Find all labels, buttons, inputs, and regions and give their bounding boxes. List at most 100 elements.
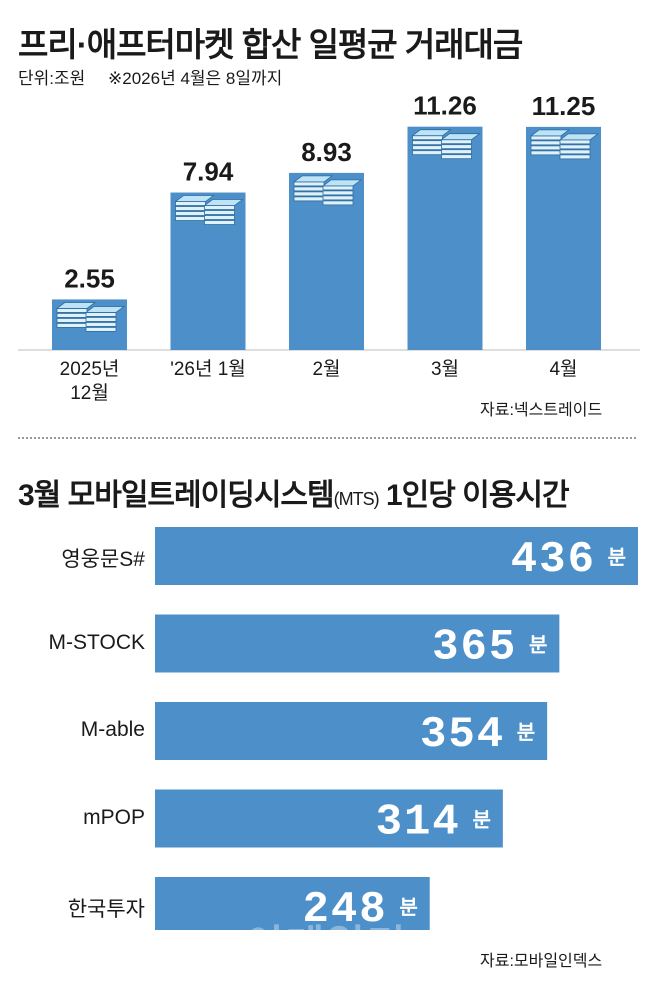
category-label: mPOP [83, 805, 145, 829]
hbar-value-label: 354 [420, 710, 505, 760]
hbar [155, 527, 638, 585]
money-stack-line [56, 308, 88, 313]
money-stack-top [84, 306, 126, 313]
category-label: 한국투자 [67, 898, 145, 921]
bar-group [289, 172, 364, 350]
money-stack-line [56, 323, 88, 328]
x-tick-label: 4월 [549, 359, 578, 380]
chart2-title: 3월 모바일트레이딩시스템(MTS) 1인당 이용시간 [18, 470, 570, 514]
money-stack-line [85, 327, 117, 332]
money-stack-line [322, 185, 354, 191]
footnote: ※2026년 4월은 8일까지 [108, 69, 283, 88]
x-tick-label: '26년 1월 [170, 359, 246, 380]
hbar [155, 702, 548, 760]
bar-value-label: 11.25 [532, 91, 596, 121]
money-stack-line [85, 317, 117, 322]
x-tick-label: 2025년 12월 [59, 359, 120, 404]
bar [526, 126, 601, 350]
money-stack-line [85, 312, 117, 317]
money-stack-line [559, 149, 591, 155]
money-stack-line [530, 150, 562, 156]
money-stack-top [203, 199, 244, 206]
bar-group [52, 299, 127, 350]
money-stack-top [55, 302, 97, 309]
hbar-value-label: 248 [303, 885, 388, 930]
unit-note: 단위:조원 [18, 69, 86, 88]
hbar-unit-label: 분 [399, 897, 417, 919]
money-stack-top [292, 175, 334, 183]
money-stack-line [530, 145, 562, 151]
money-stack-line [412, 135, 443, 141]
money-stack-line [559, 154, 591, 160]
category-label: M-STOCK [48, 630, 145, 654]
hbar-value-label: 436 [511, 535, 596, 585]
money-stack-line [559, 144, 591, 150]
money-stack-top [411, 129, 452, 137]
hbar-unit-label: 분 [517, 722, 535, 744]
money-stack-line [441, 149, 472, 155]
money-stack-line [293, 191, 325, 197]
hbar-value-label: 365 [432, 623, 517, 673]
bar-group [170, 192, 246, 350]
chart2-source: 자료:모바일인덱스 [480, 953, 603, 970]
money-stack-line [204, 205, 235, 210]
money-stack-line [293, 186, 325, 192]
hbar-unit-label: 분 [529, 635, 547, 657]
hbar [155, 614, 560, 673]
money-stack-line [175, 216, 206, 221]
money-stack-line [293, 196, 325, 202]
chart2-title-paren: (MTS) [333, 489, 380, 509]
money-stack-line [559, 139, 591, 145]
money-stack-line [204, 210, 235, 215]
money-stack-line [441, 154, 472, 160]
chart2-title-main: 3월 모바일트레이딩시스템 [18, 479, 335, 512]
money-stack-line [85, 322, 117, 327]
chart2-plot: 436 분 365 분 354 분 314 분 248 분 [155, 527, 638, 930]
money-stack-line [175, 211, 206, 216]
category-label: 영웅문S# [61, 548, 145, 571]
bar-value-label: 7.94 [183, 157, 234, 187]
money-stack-line [175, 206, 206, 211]
money-stack-top [321, 179, 363, 187]
hbar-value-label: 314 [376, 798, 461, 848]
money-stack-line [204, 220, 235, 225]
money-stack-line [322, 195, 354, 201]
money-stack-line [204, 215, 235, 220]
bar-group [407, 126, 483, 350]
money-stack-line [441, 139, 472, 145]
watermark: 이데일리 [245, 922, 408, 969]
money-stack-line [530, 140, 562, 146]
money-stack-top [440, 133, 481, 141]
category-label: M-able [80, 718, 145, 741]
section-divider [18, 437, 636, 439]
x-tick-label: 3월 [430, 359, 460, 380]
money-stack-line [175, 201, 206, 206]
bar [407, 126, 483, 350]
money-stack-line [56, 313, 88, 318]
chart1-title: 프리·애프터마켓 합산 일평균 거래대금 [18, 26, 523, 63]
money-stack-line [56, 318, 88, 323]
x-tick-label: 2월 [312, 359, 341, 380]
money-stack-top [529, 129, 571, 137]
hbar-unit-label: 분 [472, 810, 490, 832]
hbar [155, 877, 430, 930]
money-stack-line [412, 140, 443, 146]
money-stack-line [322, 190, 354, 196]
money-stack-line [293, 181, 325, 187]
chart1-plot: 2.55 7.94 8.93 11.26 11.25 [18, 91, 640, 351]
money-stack-line [412, 145, 443, 151]
money-stack-line [412, 150, 443, 156]
money-stack-line [441, 144, 472, 150]
hbar [155, 789, 503, 848]
hbar-unit-label: 분 [608, 547, 626, 569]
money-stack-top [174, 195, 215, 202]
chart2-title-tail: 1인당 이용시간 [378, 479, 570, 512]
bar-value-label: 11.26 [413, 91, 477, 121]
chart1-notes: 단위:조원 ※2026년 4월은 8일까지 [18, 64, 300, 89]
money-stack-line [530, 135, 562, 141]
bar-value-label: 8.93 [301, 137, 352, 167]
bar-group [526, 126, 601, 350]
chart1-source: 자료:넥스트레이드 [480, 402, 603, 419]
bar-value-label: 2.55 [64, 263, 115, 293]
money-stack-top [558, 133, 600, 141]
